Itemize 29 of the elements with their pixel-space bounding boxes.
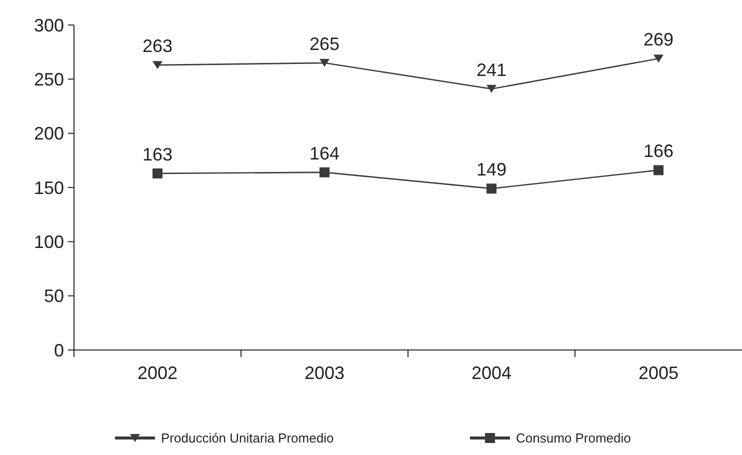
legend-label: Producción Unitaria Promedio bbox=[161, 430, 334, 446]
point bbox=[320, 58, 330, 67]
y-tick-label: 100 bbox=[34, 232, 64, 252]
data-label: 166 bbox=[643, 141, 674, 162]
point bbox=[486, 84, 496, 93]
legend-label: Consumo Promedio bbox=[516, 430, 631, 446]
y-tick-label: 150 bbox=[34, 178, 64, 198]
data-label: 263 bbox=[142, 36, 173, 56]
point bbox=[320, 167, 330, 178]
data-label: 149 bbox=[476, 160, 507, 180]
x-tick-label: 2004 bbox=[471, 363, 512, 383]
point bbox=[152, 61, 162, 70]
y-tick-label: 300 bbox=[34, 15, 64, 36]
data-label: 269 bbox=[643, 30, 674, 50]
data-label: 163 bbox=[142, 144, 173, 164]
data-label: 241 bbox=[476, 60, 507, 80]
x-tick-label: 2003 bbox=[304, 363, 345, 383]
point bbox=[654, 54, 664, 63]
point bbox=[486, 184, 496, 194]
data-label: 164 bbox=[309, 143, 340, 164]
y-tick-label: 50 bbox=[44, 286, 64, 306]
y-tick-label: 250 bbox=[34, 69, 64, 90]
point bbox=[152, 168, 162, 178]
y-tick-label: 200 bbox=[34, 124, 64, 144]
y-tick-label: 0 bbox=[54, 340, 64, 360]
data-label: 265 bbox=[309, 34, 340, 54]
x-tick-label: 2002 bbox=[137, 363, 178, 383]
x-tick-label: 2005 bbox=[638, 363, 679, 383]
point bbox=[654, 165, 664, 176]
